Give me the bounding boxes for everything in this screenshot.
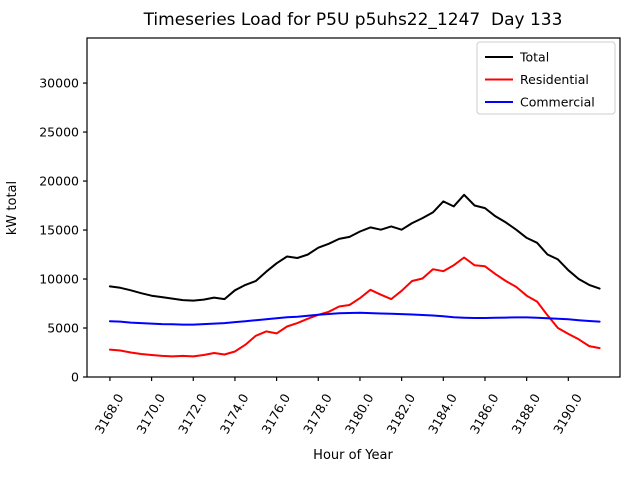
y-tick-label: 5000 (47, 321, 79, 336)
legend-label-total: Total (519, 50, 549, 65)
legend-label-residential: Residential (520, 72, 589, 87)
x-tick-label: 3170.0 (133, 391, 168, 436)
y-tick-label: 10000 (39, 272, 79, 287)
chart-title: Timeseries Load for P5U p5uhs22_1247 Day… (143, 10, 563, 30)
y-tick-label: 30000 (39, 76, 79, 91)
legend-label-commercial: Commercial (520, 95, 595, 110)
x-axis-label: Hour of Year (313, 448, 393, 463)
data-series (108, 193, 601, 358)
residential-line (108, 256, 601, 358)
y-tick-label: 25000 (39, 125, 79, 140)
y-tick-label: 0 (71, 370, 79, 385)
y-axis-label: kW total (5, 181, 20, 235)
y-axis-ticks: 0 5000 10000 15000 20000 25000 30000 (39, 76, 87, 385)
x-tick-label: 3168.0 (92, 391, 127, 436)
x-tick-label: 3172.0 (175, 391, 210, 436)
legend: Total Residential Commercial (476, 41, 616, 115)
x-tick-label: 3190.0 (550, 391, 585, 436)
x-tick-label: 3176.0 (258, 391, 293, 436)
x-tick-label: 3188.0 (508, 391, 543, 436)
plot-area-border (86, 37, 621, 378)
legend-box (476, 41, 616, 115)
commercial-line (108, 311, 601, 326)
x-tick-label: 3174.0 (217, 391, 252, 436)
x-tick-label: 3186.0 (467, 391, 502, 436)
x-tick-label: 3182.0 (383, 391, 418, 436)
x-axis-ticks: 3168.0 3170.0 3172.0 3174.0 3176.0 3178.0 3180… (92, 377, 585, 436)
x-tick-label: 3178.0 (300, 391, 335, 436)
x-tick-label: 3180.0 (342, 391, 377, 436)
y-tick-label: 20000 (39, 174, 79, 189)
total-line (108, 193, 601, 302)
y-tick-label: 15000 (39, 223, 79, 238)
x-tick-label: 3184.0 (425, 391, 460, 436)
